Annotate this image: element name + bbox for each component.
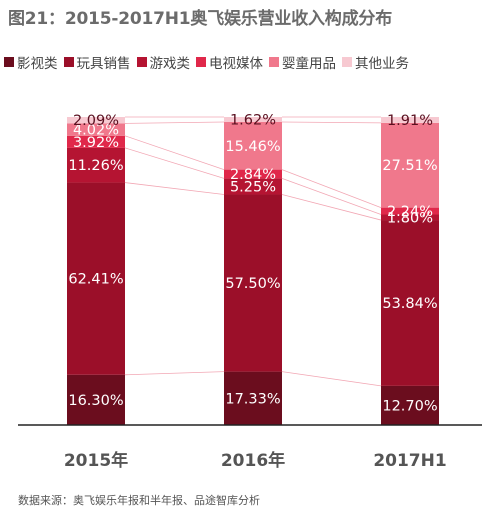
legend-label: 婴童用品 [282, 56, 336, 72]
legend-swatch [196, 57, 206, 67]
data-label: 62.41% [68, 272, 123, 288]
bar-segment [224, 194, 282, 372]
bar-segment [381, 214, 439, 221]
data-label: 27.51% [382, 158, 437, 174]
connector-line [124, 147, 225, 179]
legend-swatch [136, 57, 147, 67]
bar-segment [67, 374, 125, 425]
legend-label: 电视媒体 [209, 56, 263, 72]
legend-label: 玩具销售 [76, 56, 131, 72]
connector-line [281, 169, 382, 208]
connector-line [281, 371, 382, 387]
data-label: 5.25% [230, 179, 276, 195]
data-label: 57.50% [225, 276, 280, 292]
chart-title: 图21：2015-2017H1奥飞娱乐营业收入构成分布 [8, 9, 392, 29]
data-label: 2.09% [73, 113, 119, 129]
data-label: 3.92% [73, 135, 119, 151]
bar-segment [67, 182, 125, 375]
bar-segment [67, 117, 125, 124]
legend-item: 电视媒体 [196, 52, 263, 72]
source-note: 数据来源：奥飞娱乐年报和半年报、品途智库分析 [18, 494, 260, 507]
legend-swatch [342, 57, 352, 67]
legend-item: 婴童用品 [269, 52, 336, 72]
connector-line [281, 194, 382, 221]
data-label: 4.02% [73, 123, 119, 139]
data-label: 2.84% [230, 167, 276, 183]
connector-line [124, 182, 225, 195]
connector-line [124, 121, 225, 124]
legend-label: 游戏类 [149, 56, 191, 72]
legend: 影视类 玩具销售 游戏类 电视媒体 婴童用品 其他业务 [4, 52, 498, 72]
data-label: 1.62% [230, 112, 276, 128]
bar-segment [381, 122, 439, 208]
data-label: 17.33% [225, 391, 280, 407]
legend-swatch [4, 57, 14, 67]
data-label: 16.30% [68, 393, 123, 409]
data-label: 1.80% [387, 210, 433, 226]
connector-line [124, 135, 225, 170]
legend-item: 影视类 [4, 52, 58, 72]
bar-segment [224, 117, 282, 122]
x-tick-label: 2016年 [221, 450, 285, 471]
connector-line [281, 121, 382, 124]
data-label: 1.91% [387, 113, 433, 129]
bar-segment [381, 117, 439, 123]
bar-segment [381, 207, 439, 215]
legend-item: 其他业务 [342, 52, 409, 72]
x-tick-label: 2017H1 [373, 451, 446, 471]
bar-segment [67, 147, 125, 183]
legend-label: 其他业务 [355, 56, 409, 72]
legend-swatch [269, 57, 279, 67]
legend-label: 影视类 [17, 56, 58, 72]
data-label: 12.70% [382, 398, 437, 414]
bar-segment [381, 385, 439, 425]
bar-segment [224, 178, 282, 195]
connector-line [281, 177, 382, 215]
x-tick-label: 2015年 [64, 450, 128, 471]
bar-segment [224, 371, 282, 425]
data-label: 15.46% [225, 139, 280, 155]
bar-segment [224, 121, 282, 170]
connector-line [124, 371, 225, 376]
bar-segment [67, 135, 125, 148]
bar-segment [381, 220, 439, 386]
legend-item: 游戏类 [136, 52, 191, 72]
data-label: 53.84% [382, 296, 437, 312]
bar-segment [224, 169, 282, 179]
data-label: 11.26% [68, 158, 123, 174]
legend-item: 玩具销售 [63, 52, 131, 72]
data-label: 2.24% [387, 204, 433, 220]
legend-swatch [63, 57, 74, 67]
bar-segment [67, 123, 125, 136]
